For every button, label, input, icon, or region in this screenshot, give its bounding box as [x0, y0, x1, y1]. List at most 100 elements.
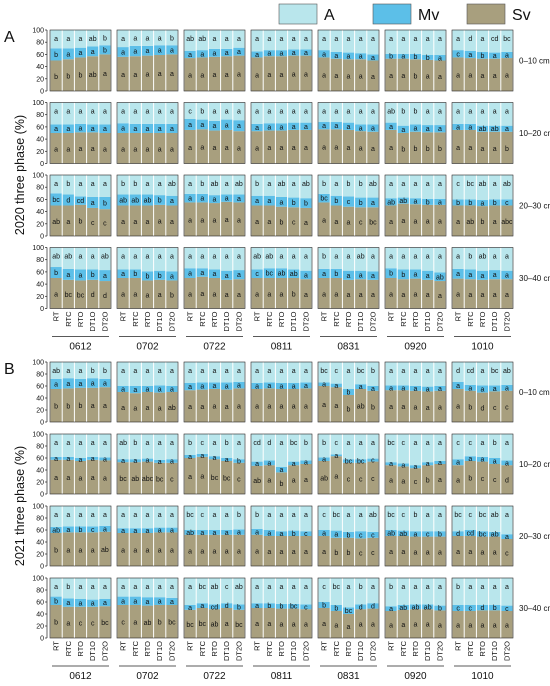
bar-sv [166, 462, 178, 494]
bar-a [221, 362, 233, 383]
letter-a: a [334, 254, 338, 261]
letter-sv: a [438, 622, 442, 629]
letter-mv: b [91, 272, 95, 279]
letter-sv: a [426, 622, 430, 629]
bar-a [330, 362, 342, 384]
letter-mv: a [146, 458, 150, 465]
letter-mv: a [170, 599, 174, 606]
letter-mv: ab [399, 198, 407, 205]
letter-sv: c [292, 220, 296, 227]
bar-a [422, 30, 434, 56]
bar-a [196, 362, 208, 383]
bar-mv [300, 198, 312, 208]
letter-a: a [133, 368, 137, 375]
letter-mv: a [200, 603, 204, 610]
y-tick-label: 40 [36, 209, 44, 216]
bar-sv [208, 203, 221, 236]
letter-mv: a [133, 387, 137, 394]
bar-sv [129, 393, 141, 422]
bar-a [452, 247, 464, 269]
bar-mv [501, 270, 513, 280]
bar-mv [263, 460, 275, 466]
letter-mv: cd [211, 604, 219, 611]
letter-mv: b [237, 459, 241, 466]
bar-mv [62, 124, 74, 133]
letter-a: ab [278, 181, 286, 188]
subplot-frame [384, 247, 447, 309]
bar-sv [141, 605, 154, 638]
letter-mv: a [200, 270, 204, 277]
bar-a [288, 362, 300, 383]
bar-a [117, 506, 129, 529]
letter-mv: bc [357, 459, 365, 466]
letter-sv: a [334, 145, 338, 152]
bar-sv [221, 534, 233, 566]
bar-mv [288, 461, 300, 466]
date-label: 0612 [69, 671, 92, 682]
letter-mv: a [213, 455, 217, 462]
letter-mv: b [334, 271, 338, 278]
letter-a: a [280, 440, 284, 447]
letter-a: a [347, 36, 351, 43]
bar-sv [141, 205, 154, 236]
letter-mv: c [456, 51, 460, 58]
letter-a: a [121, 254, 125, 261]
depth-label: 30–40 cm [519, 604, 550, 613]
bar-sv [489, 610, 501, 638]
letter-sv: c [359, 550, 363, 557]
bar-mv [221, 194, 233, 202]
letter-sv: b [426, 478, 430, 485]
letter-mv: a [304, 383, 308, 390]
x-tick-label: DT1O [155, 641, 164, 661]
letter-a: a [304, 109, 308, 116]
bar-mv [129, 459, 141, 463]
y-tick-label: 80 [36, 185, 44, 192]
letter-mv: a [133, 126, 137, 133]
letter-a: ab [211, 181, 219, 188]
letter-sv: a [91, 475, 95, 482]
bar-a [422, 102, 434, 126]
letter-sv: a [158, 405, 162, 412]
letter-mv: b [401, 272, 405, 279]
bar-sv [367, 207, 379, 236]
date-label: 0811 [271, 342, 293, 353]
subplot-frame [317, 577, 380, 639]
bar-mv [385, 606, 397, 611]
letter-mv: a [103, 381, 107, 388]
letter-sv: a [200, 474, 204, 481]
bar-mv [221, 458, 233, 461]
letter-sv: b [54, 74, 58, 81]
letter-sv: a [347, 145, 351, 152]
letter-a: a [493, 254, 497, 261]
bar-a [464, 30, 476, 51]
depth-label: 0–10 cm [519, 57, 550, 66]
bar-mv [99, 45, 111, 55]
letter-sv: a [426, 219, 430, 226]
bar-sv [367, 461, 379, 494]
letter-sv: a [505, 623, 509, 630]
bar-a [263, 362, 275, 383]
bar-mv [385, 268, 397, 278]
bar-mv [385, 53, 397, 59]
bar-mv [74, 599, 87, 607]
x-tick-label: DT2O [301, 641, 310, 661]
y-tick-label: 40 [36, 612, 44, 619]
bar-a [489, 30, 501, 53]
letter-mv: a [66, 272, 70, 279]
bar-a [288, 578, 300, 604]
bar-a [464, 247, 476, 270]
letter-mv: a [237, 383, 241, 390]
letter-mv: a [414, 126, 418, 133]
letter-sv: a [237, 217, 241, 224]
letter-mv: a [213, 271, 217, 278]
letter-mv: c [304, 531, 308, 538]
letter-sv: a [280, 549, 284, 556]
bar-a [251, 30, 263, 52]
bar-a [154, 175, 166, 196]
letter-a: a [146, 181, 150, 188]
letter-sv: a [267, 145, 271, 152]
letter-sv: a [292, 478, 296, 485]
letter-sv: a [91, 403, 95, 410]
letter-mv: a [213, 123, 217, 130]
bar-a [221, 102, 233, 120]
